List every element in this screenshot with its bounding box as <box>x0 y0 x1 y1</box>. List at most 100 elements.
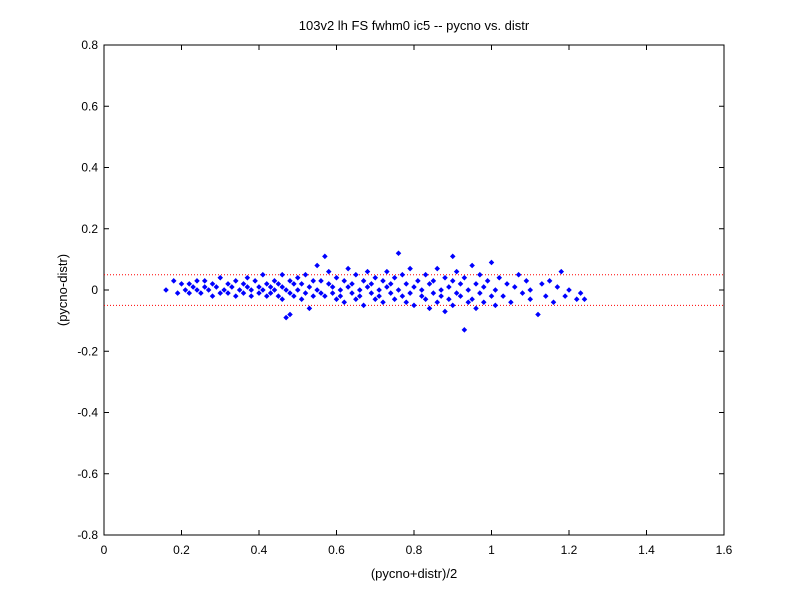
scatter-point <box>488 259 495 266</box>
scatter-point <box>477 271 483 278</box>
scatter-point <box>395 250 402 257</box>
scatter-point <box>446 296 452 302</box>
scatter-point <box>267 284 274 290</box>
scatter-point <box>310 293 317 299</box>
scatter-point <box>240 290 247 296</box>
scatter-point <box>283 287 289 293</box>
scatter-point <box>271 278 278 284</box>
scatter-point <box>465 287 472 293</box>
y-tick-label: -0.4 <box>77 406 98 420</box>
scatter-point <box>523 278 530 284</box>
x-tick-label: 1.2 <box>561 543 578 557</box>
scatter-point <box>492 287 499 293</box>
y-tick-label: -0.6 <box>77 467 98 481</box>
scatter-point <box>287 290 293 296</box>
scatter-point <box>461 327 468 333</box>
x-tick-label: 1.4 <box>638 543 655 557</box>
scatter-point <box>387 281 394 287</box>
scatter-point <box>434 299 441 306</box>
scatter-point <box>492 302 499 309</box>
scatter-point <box>318 290 324 296</box>
scatter-point <box>411 302 417 309</box>
scatter-point <box>550 299 557 306</box>
y-axis-label: (pycno-distr) <box>55 254 70 326</box>
scatter-point <box>430 290 437 296</box>
scatter-point <box>248 293 255 299</box>
scatter-point <box>294 287 301 293</box>
scatter-point <box>403 299 410 306</box>
scatter-point <box>236 287 243 293</box>
scatter-point <box>380 299 386 306</box>
scatter-point <box>283 314 289 321</box>
scatter-point <box>205 287 212 293</box>
scatter-point <box>364 284 371 290</box>
scatter-point <box>438 293 444 299</box>
scatter-point <box>294 274 301 281</box>
x-tick-label: 0.2 <box>173 543 190 557</box>
scatter-point <box>229 284 235 290</box>
scatter-point <box>438 287 444 293</box>
scatter-point <box>333 274 340 281</box>
scatter-point <box>446 284 452 290</box>
scatter-point <box>477 290 483 296</box>
y-tick-label: 0.6 <box>81 99 98 113</box>
scatter-point <box>232 278 239 284</box>
scatter-point <box>418 293 425 299</box>
scatter-point <box>271 287 278 293</box>
scatter-point <box>341 299 348 306</box>
y-tick-label: 0.8 <box>81 38 98 52</box>
scatter-point <box>473 281 479 287</box>
scatter-point <box>186 281 193 287</box>
scatter-point <box>508 299 514 306</box>
scatter-point <box>252 278 258 284</box>
scatter-point <box>314 287 320 293</box>
scatter-point <box>407 265 413 272</box>
scatter-point <box>461 274 468 281</box>
scatter-point <box>515 271 522 278</box>
scatter-point <box>418 287 425 293</box>
scatter-point <box>232 293 239 299</box>
scatter-point <box>500 293 506 299</box>
scatter-point <box>539 281 545 287</box>
scatter-point <box>519 290 526 296</box>
scatter-point <box>291 293 297 299</box>
scatter-point <box>527 287 534 293</box>
scatter-point <box>372 296 379 302</box>
scatter-point <box>426 305 433 312</box>
scatter-point <box>496 274 503 281</box>
x-axis-ticks: 0 0.2 0.4 0.6 0.8 1 1.2 1.4 1.6 <box>101 45 733 557</box>
scatter-point <box>380 278 386 284</box>
scatter-point <box>542 293 549 299</box>
scatter-point <box>217 290 224 296</box>
scatter-point <box>279 284 286 290</box>
scatter-point <box>322 293 328 299</box>
data-points <box>163 250 588 333</box>
scatter-point <box>442 308 448 315</box>
scatter-point <box>194 278 200 284</box>
scatter-point <box>430 278 437 284</box>
y-tick-label: 0.4 <box>81 161 98 175</box>
y-axis-ticks: -0.8 -0.6 -0.4 -0.2 0 0.2 0.4 0.6 0.8 <box>77 38 724 542</box>
scatter-point <box>368 290 375 296</box>
scatter-point <box>411 284 417 290</box>
scatter-point <box>504 281 510 287</box>
scatter-point <box>535 311 541 318</box>
scatter-point <box>310 278 317 284</box>
scatter-point <box>178 281 185 287</box>
scatter-point <box>170 278 177 284</box>
scatter-point <box>480 299 487 306</box>
scatter-point <box>279 271 286 278</box>
scatter-point <box>453 290 460 296</box>
scatter-point <box>527 296 534 302</box>
scatter-point <box>511 284 518 290</box>
chart-title: 103v2 lh FS fwhm0 ic5 -- pycno vs. distr <box>299 18 530 33</box>
scatter-point <box>341 278 348 284</box>
scatter-point <box>275 293 282 299</box>
scatter-point <box>306 305 313 312</box>
scatter-point <box>360 278 367 284</box>
scatter-point <box>279 296 286 302</box>
scatter-point <box>190 284 196 290</box>
scatter-point <box>217 274 224 281</box>
scatter-point <box>426 281 433 287</box>
scatter-point <box>422 271 429 278</box>
